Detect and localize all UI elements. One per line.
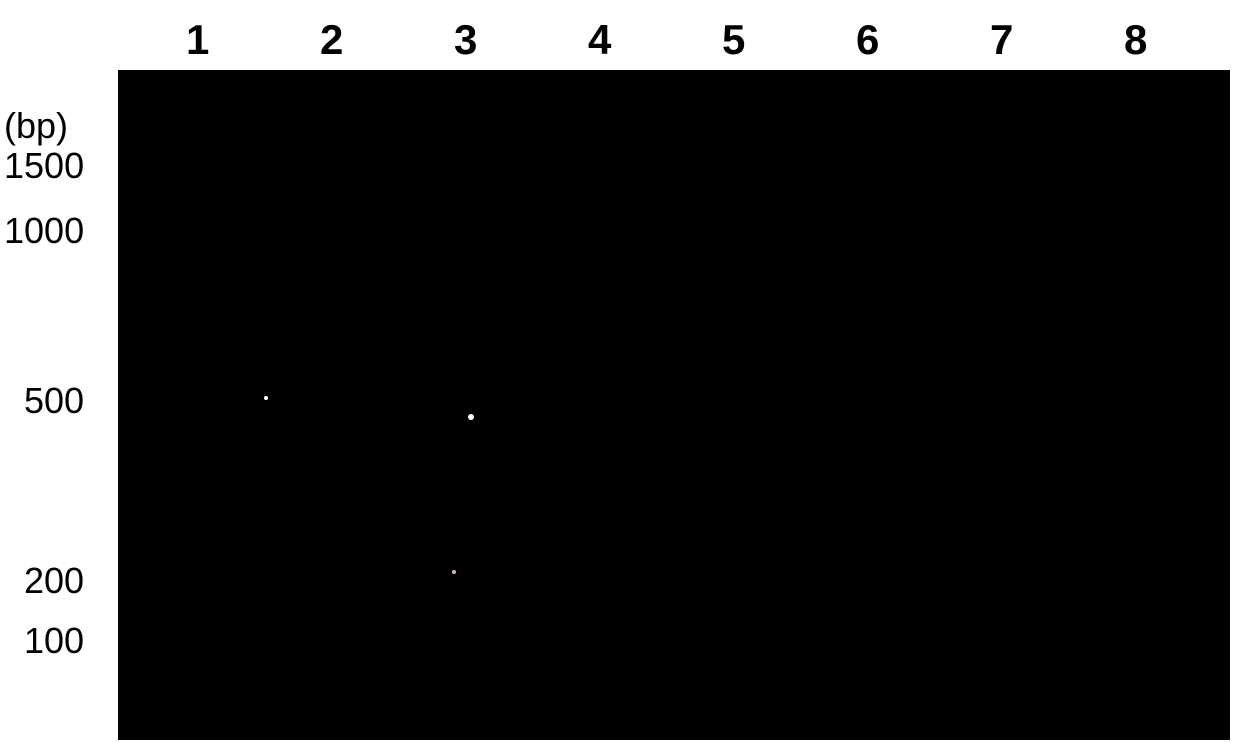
size-marker-labels: (bp) 1500 1000 500 200 100: [0, 0, 110, 754]
lane-labels-row: 1 2 3 4 5 6 7 8: [0, 8, 1240, 68]
marker-1500: 1500: [4, 145, 84, 187]
lane-label-1: 1: [186, 16, 209, 64]
gel-spot-3: [452, 570, 456, 574]
gel-figure: 1 2 3 4 5 6 7 8 (bp) 1500 1000 500 200 1…: [0, 0, 1240, 754]
lane-label-7: 7: [990, 16, 1013, 64]
gel-spot-2: [468, 414, 474, 420]
unit-label-bp: (bp): [4, 105, 68, 147]
lane-label-5: 5: [722, 16, 745, 64]
lane-label-3: 3: [454, 16, 477, 64]
lane-label-4: 4: [588, 16, 611, 64]
lane-label-8: 8: [1124, 16, 1147, 64]
marker-200: 200: [24, 560, 84, 602]
lane-label-2: 2: [320, 16, 343, 64]
marker-1000: 1000: [4, 210, 84, 252]
marker-100: 100: [24, 620, 84, 662]
marker-500: 500: [24, 380, 84, 422]
gel-spot-1: [264, 396, 268, 400]
gel-image-area: [118, 70, 1230, 740]
lane-label-6: 6: [856, 16, 879, 64]
